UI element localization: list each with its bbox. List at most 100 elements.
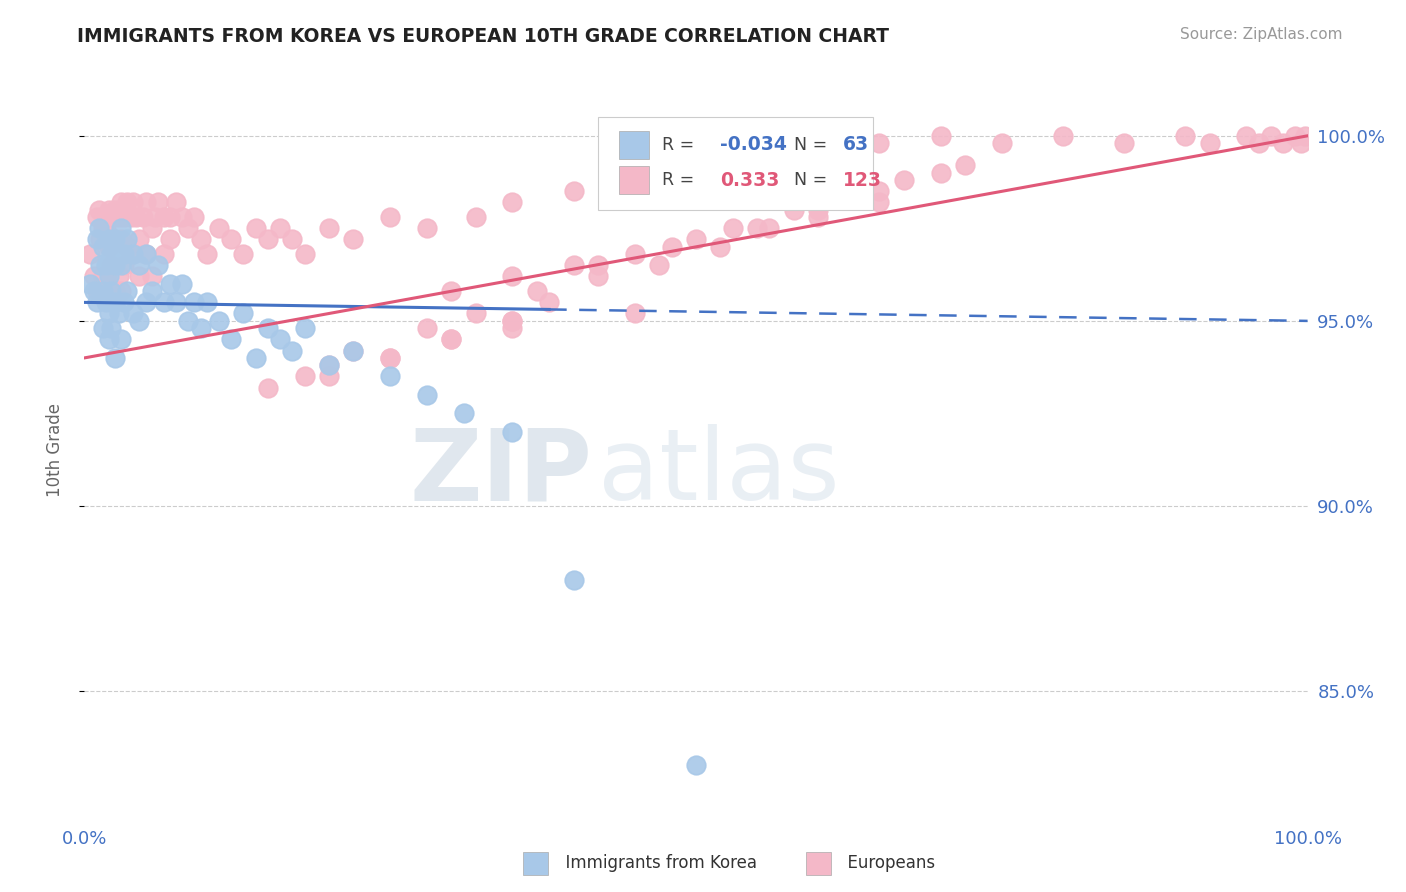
Point xyxy=(245,221,267,235)
Point xyxy=(869,136,891,151)
Point xyxy=(440,285,463,299)
Point xyxy=(107,211,129,225)
Point xyxy=(661,240,683,254)
Point xyxy=(128,314,150,328)
Point xyxy=(502,269,524,284)
Point xyxy=(183,295,205,310)
Point xyxy=(1198,136,1220,151)
Point xyxy=(97,202,120,217)
Point xyxy=(91,240,114,254)
Point xyxy=(86,295,108,310)
Y-axis label: 10th Grade: 10th Grade xyxy=(45,403,63,498)
Point xyxy=(86,211,108,225)
Point xyxy=(110,195,132,210)
Text: N =: N = xyxy=(794,136,832,153)
Point xyxy=(122,306,145,320)
Point xyxy=(219,332,242,346)
Bar xyxy=(619,130,650,159)
Point xyxy=(257,380,280,394)
Point xyxy=(96,221,118,235)
Point xyxy=(107,306,129,320)
Point xyxy=(440,332,463,346)
Point xyxy=(115,232,138,246)
Point xyxy=(624,247,647,261)
Point xyxy=(172,277,194,291)
Point xyxy=(685,158,707,172)
Point xyxy=(79,247,101,261)
Point xyxy=(83,269,105,284)
Point xyxy=(562,573,585,587)
Point xyxy=(107,247,129,261)
Point xyxy=(281,343,304,358)
Text: R =: R = xyxy=(662,136,699,153)
Point xyxy=(79,277,101,291)
Text: atlas: atlas xyxy=(598,425,839,521)
Point xyxy=(91,269,114,284)
Point xyxy=(502,321,524,335)
Point xyxy=(122,247,145,261)
Point xyxy=(104,351,127,365)
Point xyxy=(721,221,744,235)
Point xyxy=(416,321,439,335)
Text: 123: 123 xyxy=(842,170,882,190)
Point xyxy=(869,195,891,210)
Point xyxy=(135,247,157,261)
Point xyxy=(440,332,463,346)
Point xyxy=(96,269,118,284)
Text: -0.034: -0.034 xyxy=(720,136,787,154)
Point xyxy=(562,184,585,198)
Point xyxy=(869,184,891,198)
Point xyxy=(502,314,524,328)
Point xyxy=(416,221,439,235)
Point xyxy=(257,232,280,246)
Point xyxy=(110,232,132,246)
Point xyxy=(416,388,439,402)
Text: 0.333: 0.333 xyxy=(720,170,780,190)
Point xyxy=(143,211,166,225)
Point xyxy=(464,306,486,320)
Bar xyxy=(619,166,650,194)
Point xyxy=(128,258,150,272)
Point xyxy=(141,269,163,284)
Point xyxy=(122,247,145,261)
Point xyxy=(208,221,231,235)
Point xyxy=(190,321,212,335)
Point xyxy=(269,221,291,235)
Point xyxy=(112,247,135,261)
Point xyxy=(232,306,254,320)
Point xyxy=(153,247,176,261)
Point xyxy=(1291,136,1313,151)
Point xyxy=(135,295,157,310)
Point xyxy=(122,195,145,210)
Point xyxy=(807,202,830,217)
Point xyxy=(318,359,340,373)
Point xyxy=(115,240,138,254)
Point xyxy=(97,285,120,299)
FancyBboxPatch shape xyxy=(598,118,873,210)
Point xyxy=(87,202,110,217)
Point xyxy=(132,211,155,225)
Point xyxy=(1052,128,1074,143)
Point xyxy=(135,195,157,210)
Point xyxy=(380,351,402,365)
Point xyxy=(159,277,181,291)
Point xyxy=(177,221,200,235)
Point xyxy=(190,232,212,246)
Point xyxy=(96,258,118,272)
Point xyxy=(125,211,148,225)
Point xyxy=(146,195,169,210)
Point xyxy=(453,406,475,420)
Point xyxy=(97,269,120,284)
Text: Europeans: Europeans xyxy=(837,855,935,872)
Point xyxy=(709,240,731,254)
Point xyxy=(89,232,111,246)
Point xyxy=(807,211,830,225)
Point xyxy=(91,285,114,299)
Point xyxy=(502,314,524,328)
Point xyxy=(141,221,163,235)
Point xyxy=(135,247,157,261)
Point xyxy=(1284,128,1306,143)
Point xyxy=(991,136,1014,151)
Point xyxy=(159,211,181,225)
Point xyxy=(97,232,120,246)
